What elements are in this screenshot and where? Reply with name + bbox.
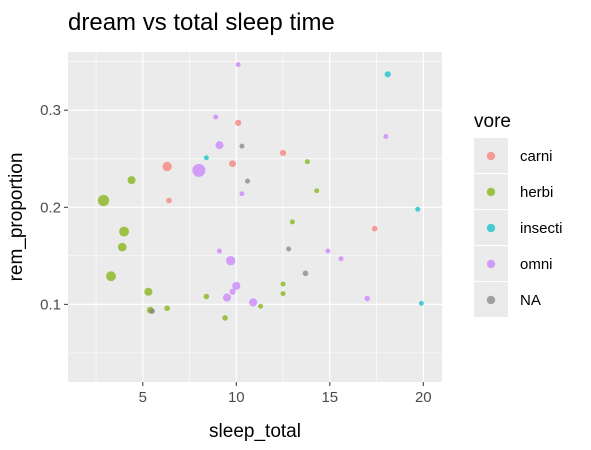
data-point-carni: [371, 225, 378, 232]
data-point-omni: [216, 248, 222, 254]
data-point-na: [286, 246, 292, 252]
data-point-herbi: [164, 305, 170, 312]
data-point-na: [245, 178, 251, 184]
data-point-omni: [232, 281, 241, 290]
data-points: [97, 62, 424, 321]
data-point-na: [239, 143, 245, 149]
data-point-omni: [364, 295, 370, 302]
legend-swatch-herbi: [486, 187, 496, 197]
data-point-herbi: [119, 226, 130, 237]
data-point-omni: [226, 256, 236, 266]
x-tick-label: 15: [321, 389, 338, 406]
data-point-omni: [383, 133, 389, 139]
data-point-insecti: [203, 155, 209, 161]
chart-title: dream vs total sleep time: [68, 9, 335, 36]
y-tick-label: 0.3: [40, 102, 61, 119]
data-point-herbi: [144, 287, 153, 296]
data-point-herbi: [289, 219, 295, 225]
data-point-herbi: [117, 242, 127, 252]
legend-label-herbi: herbi: [520, 184, 553, 201]
y-tick-label: 0.2: [40, 199, 61, 216]
plot-panel: [68, 52, 442, 382]
legend-label-insecti: insecti: [520, 220, 563, 237]
legend-swatch-omni: [486, 259, 496, 269]
data-point-herbi: [203, 293, 210, 300]
data-point-carni: [279, 149, 287, 157]
data-point-herbi: [222, 315, 228, 321]
data-point-insecti: [418, 300, 424, 306]
data-point-na: [302, 270, 309, 277]
x-tick-label: 20: [415, 389, 432, 406]
data-point-carni: [235, 119, 242, 126]
data-point-omni: [192, 163, 206, 177]
legend-title: vore: [474, 111, 511, 132]
data-point-omni: [325, 248, 331, 254]
data-point-herbi: [258, 303, 264, 309]
legend-label-omni: omni: [520, 256, 553, 273]
data-point-carni: [166, 197, 172, 204]
data-point-herbi: [280, 291, 286, 297]
x-tick-label: 5: [139, 389, 147, 406]
y-axis: 0.1 0.2 0.3: [40, 102, 68, 313]
data-point-herbi: [106, 271, 116, 282]
legend-label-na: NA: [520, 292, 541, 309]
legend-swatch-carni: [486, 151, 496, 161]
data-point-herbi: [97, 194, 110, 207]
grid-minor: [68, 52, 442, 382]
x-axis-title: sleep_total: [209, 421, 301, 442]
data-point-carni: [162, 161, 172, 172]
legend-swatch-na: [486, 295, 496, 305]
legend: vore carni herbi insecti omni NA: [474, 111, 563, 317]
x-axis: 5 10 15 20: [139, 382, 432, 406]
data-point-herbi: [127, 176, 136, 185]
data-point-omni: [213, 114, 219, 120]
data-point-omni: [229, 288, 236, 295]
data-point-na: [149, 308, 155, 314]
legend-label-carni: carni: [520, 148, 553, 165]
data-point-omni: [249, 298, 258, 307]
legend-swatch-insecti: [486, 223, 496, 233]
data-point-herbi: [304, 159, 310, 165]
data-point-herbi: [280, 281, 286, 287]
data-point-omni: [338, 256, 344, 262]
y-axis-title: rem_proportion: [6, 153, 27, 282]
data-point-omni: [235, 62, 241, 68]
data-point-carni: [229, 160, 236, 168]
data-point-insecti: [384, 71, 391, 78]
data-point-herbi: [314, 188, 320, 194]
data-point-insecti: [415, 206, 421, 212]
data-point-omni: [239, 191, 245, 197]
y-tick-label: 0.1: [40, 296, 61, 313]
data-point-omni: [215, 141, 224, 150]
x-tick-label: 10: [228, 389, 245, 406]
data-point-omni: [222, 293, 231, 302]
